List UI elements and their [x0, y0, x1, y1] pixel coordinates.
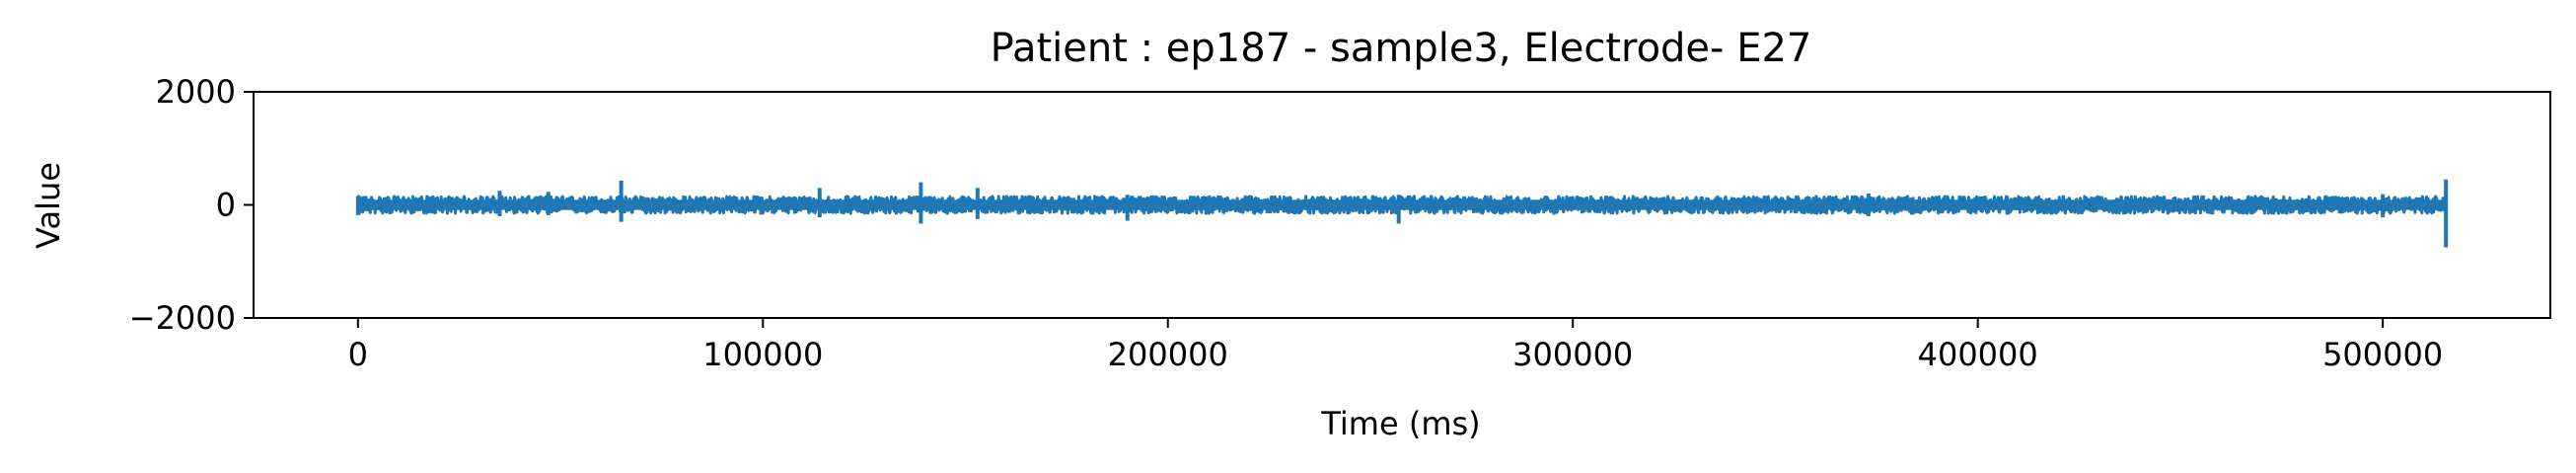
x-tick-label: 300000 — [1512, 336, 1633, 373]
x-tick-label: 500000 — [2322, 336, 2443, 373]
y-tick-label: 2000 — [156, 73, 236, 111]
y-axis-label: Value — [30, 162, 67, 249]
y-tick-label: −2000 — [129, 299, 236, 337]
y-tick-label: 0 — [216, 187, 236, 224]
plot-area — [355, 179, 2449, 248]
x-tick-label: 100000 — [702, 336, 823, 373]
x-tick-label: 200000 — [1108, 336, 1228, 373]
chart-title: Patient : ep187 - sample3, Electrode- E2… — [991, 26, 1812, 71]
x-tick-label: 400000 — [1918, 336, 2038, 373]
x-tick-label: 0 — [348, 336, 368, 373]
x-axis-label: Time (ms) — [1320, 405, 1480, 442]
signal-band — [357, 199, 2447, 210]
x-axis: 0 100000 200000 300000 400000 500000 — [348, 318, 2443, 373]
y-axis: −2000 0 2000 — [129, 73, 254, 337]
